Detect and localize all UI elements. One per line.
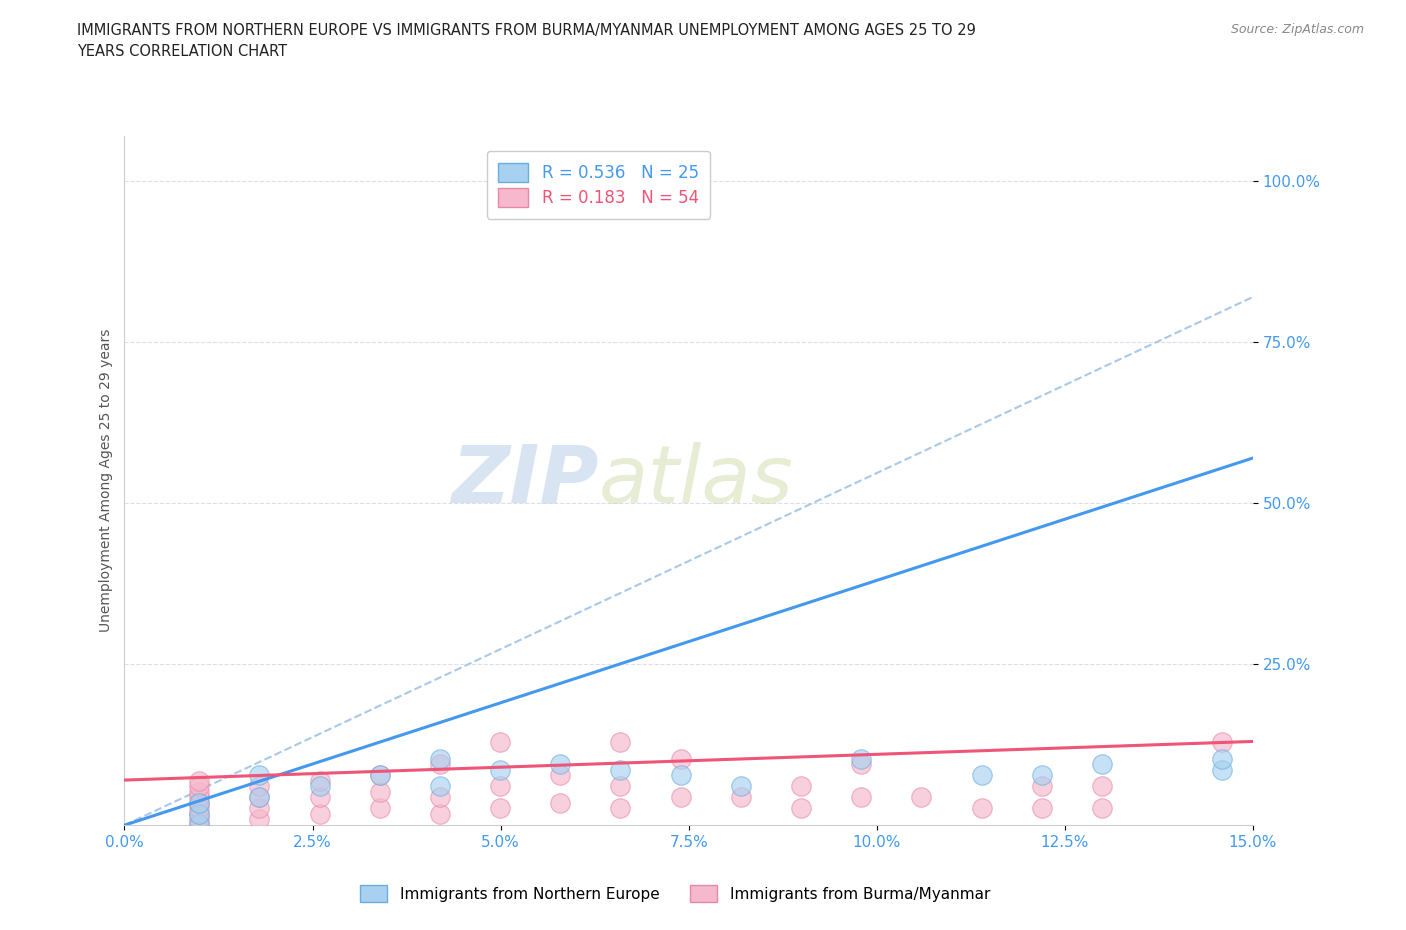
Text: ZIP: ZIP [451,442,599,520]
Text: IMMIGRANTS FROM NORTHERN EUROPE VS IMMIGRANTS FROM BURMA/MYANMAR UNEMPLOYMENT AM: IMMIGRANTS FROM NORTHERN EUROPE VS IMMIG… [77,23,976,60]
Legend: R = 0.536   N = 25, R = 0.183   N = 54: R = 0.536 N = 25, R = 0.183 N = 54 [486,152,710,219]
Text: atlas: atlas [599,442,793,520]
Legend: Immigrants from Northern Europe, Immigrants from Burma/Myanmar: Immigrants from Northern Europe, Immigra… [354,879,995,909]
Text: Source: ZipAtlas.com: Source: ZipAtlas.com [1230,23,1364,36]
Y-axis label: Unemployment Among Ages 25 to 29 years: Unemployment Among Ages 25 to 29 years [100,329,114,632]
